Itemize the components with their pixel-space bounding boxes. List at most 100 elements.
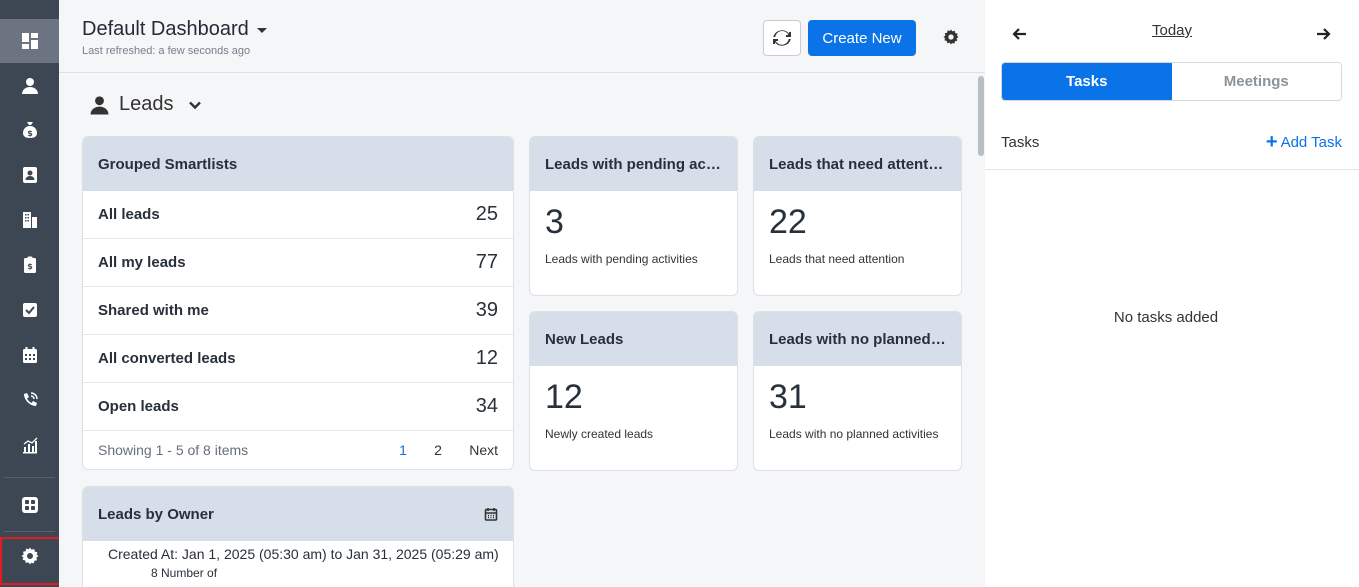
smartlist-row[interactable]: Open leads 34: [83, 383, 513, 431]
metric-card[interactable]: Leads with no planned activities 31 Lead…: [753, 311, 962, 471]
smartlist-label: Shared with me: [98, 302, 209, 319]
metric-value: 22: [769, 203, 807, 241]
sidebar-item-calendar[interactable]: [0, 333, 59, 377]
smartlist-count: 77: [475, 251, 498, 273]
chevron-down-icon: [188, 101, 201, 109]
dashboard-title: Default Dashboard: [82, 18, 249, 40]
smartlist-row[interactable]: All my leads 77: [83, 239, 513, 287]
metric-description: Leads with no planned activities: [769, 427, 939, 441]
settings-icon: [21, 547, 38, 565]
calendar-icon[interactable]: [484, 507, 498, 521]
metric-value: 3: [545, 203, 564, 241]
add-task-button[interactable]: + Add Task: [1265, 131, 1342, 153]
smartlist-count: 34: [475, 395, 498, 417]
card-title: Leads with pending activities: [545, 155, 722, 173]
previous-day-button[interactable]: [1012, 26, 1032, 46]
arrow-right-icon: [1317, 28, 1331, 40]
smartlist-row[interactable]: All leads 25: [83, 191, 513, 239]
card-title: Leads by Owner: [98, 505, 214, 523]
companies-icon: [22, 212, 37, 228]
chart-axis-label: 8 Number of: [151, 566, 218, 580]
sidebar-item-settings[interactable]: [0, 534, 59, 578]
section-title: Leads: [119, 93, 174, 115]
sidebar-item-dashboard[interactable]: [0, 19, 59, 63]
dashboard-settings-button[interactable]: [940, 26, 962, 48]
refresh-icon: [773, 30, 791, 46]
sidebar-item-leads[interactable]: [0, 64, 59, 108]
activity-panel: Today Tasks Meetings Tasks + Add Task No…: [985, 0, 1359, 587]
next-day-button[interactable]: [1315, 26, 1335, 46]
smartlist-row[interactable]: All converted leads 12: [83, 335, 513, 383]
metric-description: Leads that need attention: [769, 252, 905, 266]
date-label[interactable]: Today: [1151, 22, 1193, 39]
pagination: Showing 1 - 5 of 8 items 1 2 Next: [83, 431, 513, 469]
scrollbar-thumb[interactable]: [978, 76, 984, 156]
activity-tabs: Tasks Meetings: [1001, 62, 1342, 101]
tab-tasks[interactable]: Tasks: [1002, 63, 1172, 100]
deals-icon: $: [22, 122, 37, 138]
smartlist-label: All converted leads: [98, 350, 236, 367]
page-2-link[interactable]: 2: [434, 442, 442, 458]
smartlist-count: 25: [475, 203, 498, 225]
smartlist-label: All my leads: [98, 254, 186, 271]
sidebar-item-contacts[interactable]: [0, 153, 59, 197]
svg-text:$: $: [27, 129, 33, 138]
tasks-heading: Tasks: [1001, 134, 1040, 151]
pagination-summary: Showing 1 - 5 of 8 items: [98, 442, 249, 458]
contacts-icon: [22, 167, 37, 183]
sidebar: $ $: [0, 0, 59, 587]
empty-state-message: No tasks added: [1113, 309, 1219, 326]
smartlist-label: All leads: [98, 206, 160, 223]
last-refreshed: Last refreshed: a few seconds ago: [82, 45, 251, 57]
gear-icon: [943, 29, 959, 45]
smartlist-count: 12: [475, 347, 498, 369]
sidebar-item-deals[interactable]: $: [0, 108, 59, 152]
sidebar-item-reports[interactable]: [0, 423, 59, 467]
metric-card[interactable]: Leads with pending activities 3 Leads wi…: [529, 136, 738, 296]
quotes-icon: $: [23, 256, 36, 273]
metric-value: 12: [545, 378, 583, 416]
calls-icon: [23, 392, 38, 406]
create-new-button[interactable]: Create New: [808, 20, 916, 56]
page-1-link[interactable]: 1: [399, 442, 407, 458]
metric-description: Newly created leads: [545, 427, 654, 441]
section-selector[interactable]: Leads: [90, 93, 202, 116]
metric-card[interactable]: New Leads 12 Newly created leads: [529, 311, 738, 471]
smartlist-row[interactable]: Shared with me 39: [83, 287, 513, 335]
sidebar-item-tasks[interactable]: [0, 288, 59, 332]
smartlists-card: Grouped Smartlists All leads 25 All my l…: [82, 136, 514, 470]
refresh-button[interactable]: [763, 20, 801, 56]
metric-value: 31: [769, 378, 807, 416]
card-title: Grouped Smartlists: [83, 137, 513, 191]
next-page-link[interactable]: Next: [469, 442, 498, 458]
sidebar-divider: [4, 531, 55, 532]
top-bar: Default Dashboard Last refreshed: a few …: [59, 0, 985, 73]
sidebar-item-calls[interactable]: [0, 378, 59, 422]
add-task-label: Add Task: [1280, 134, 1342, 151]
reports-icon: [22, 437, 37, 454]
person-icon: [90, 95, 109, 114]
leads-icon: [21, 78, 38, 94]
card-title: Leads with no planned activities: [769, 330, 946, 348]
apps-icon: [21, 497, 38, 513]
caret-down-icon: [256, 28, 267, 33]
arrow-left-icon: [1012, 28, 1026, 40]
metric-description: Leads with pending activities: [545, 252, 698, 266]
sidebar-item-apps[interactable]: [0, 483, 59, 527]
smartlist-label: Open leads: [98, 398, 179, 415]
date-range-label: Created At: Jan 1, 2025 (05:30 am) to Ja…: [108, 546, 499, 562]
dashboard-icon: [21, 33, 38, 49]
leads-by-owner-card: Leads by Owner Created At: Jan 1, 2025 (…: [82, 486, 514, 587]
calendar-icon: [22, 347, 37, 363]
plus-icon: +: [1265, 131, 1278, 153]
sidebar-item-companies[interactable]: [0, 198, 59, 242]
tasks-icon: [22, 303, 37, 317]
card-title: Leads that need attention: [769, 155, 946, 173]
card-title: New Leads: [545, 330, 624, 348]
dashboard-selector[interactable]: Default Dashboard: [82, 18, 267, 41]
divider: [985, 169, 1359, 170]
tab-meetings[interactable]: Meetings: [1171, 63, 1341, 100]
metric-card[interactable]: Leads that need attention 22 Leads that …: [753, 136, 962, 296]
sidebar-item-quotes[interactable]: $: [0, 243, 59, 287]
